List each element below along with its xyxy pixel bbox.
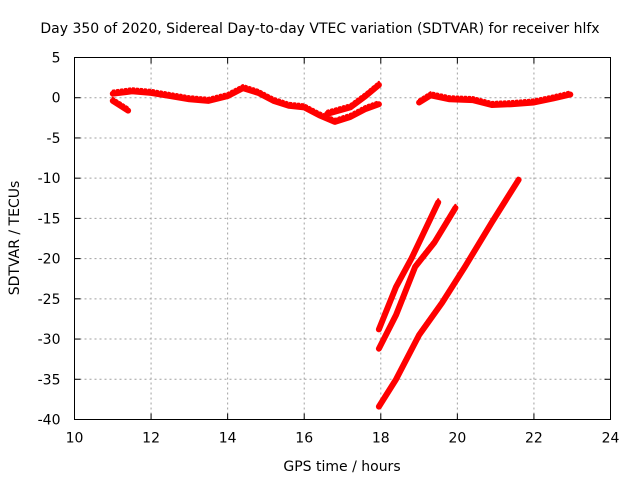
series-arc-g: [375, 176, 522, 410]
series-arc-c-texture: [326, 80, 380, 112]
chart-title: Day 350 of 2020, Sidereal Day-to-day VTE…: [40, 21, 599, 37]
series-arc-e-texture: [377, 198, 440, 328]
series-arc-a: [109, 85, 382, 125]
x-tick-label: 14: [219, 431, 237, 447]
series-group: [109, 80, 574, 410]
x-tick-label: 18: [372, 431, 390, 447]
series-arc-e: [375, 199, 442, 333]
x-axis-label: GPS time / hours: [283, 459, 400, 475]
y-tick-label: -15: [38, 211, 61, 227]
x-tick-label: 16: [295, 431, 313, 447]
y-tick-label: -10: [38, 171, 61, 187]
y-tick-label: 5: [52, 51, 61, 67]
x-tick-label: 12: [142, 431, 160, 447]
x-tick-label: 24: [602, 431, 620, 447]
y-axis-label: SDTVAR / TECUs: [7, 181, 23, 296]
axis-ticks: 10 12 14 16 18 20 22 24 5 0 -5 -10 -15 -20 -25 -30 -35 -4…: [38, 51, 620, 447]
y-tick-label: -30: [38, 332, 61, 348]
x-tick-label: 10: [66, 431, 84, 447]
series-arc-f-texture: [377, 203, 457, 347]
y-tick-label: -20: [38, 252, 61, 268]
y-tick-label: -5: [47, 131, 61, 147]
series-arc-c: [324, 81, 382, 117]
series-arc-d-texture: [418, 90, 572, 104]
plot-frame: [74, 57, 611, 420]
series-arc-d: [416, 91, 574, 108]
x-tick-label: 22: [525, 431, 543, 447]
series-arc-b-texture: [111, 96, 130, 109]
y-tick-label: -35: [38, 372, 61, 388]
y-tick-label: 0: [52, 91, 61, 107]
y-tick-label: -40: [38, 413, 61, 429]
series-arc-b: [109, 97, 132, 114]
series-arc-f: [375, 204, 459, 352]
grid: [74, 57, 611, 420]
y-tick-label: -25: [38, 292, 61, 308]
series-arc-a-texture: [111, 84, 380, 120]
series-arc-g-texture: [377, 175, 520, 405]
x-tick-label: 20: [448, 431, 466, 447]
